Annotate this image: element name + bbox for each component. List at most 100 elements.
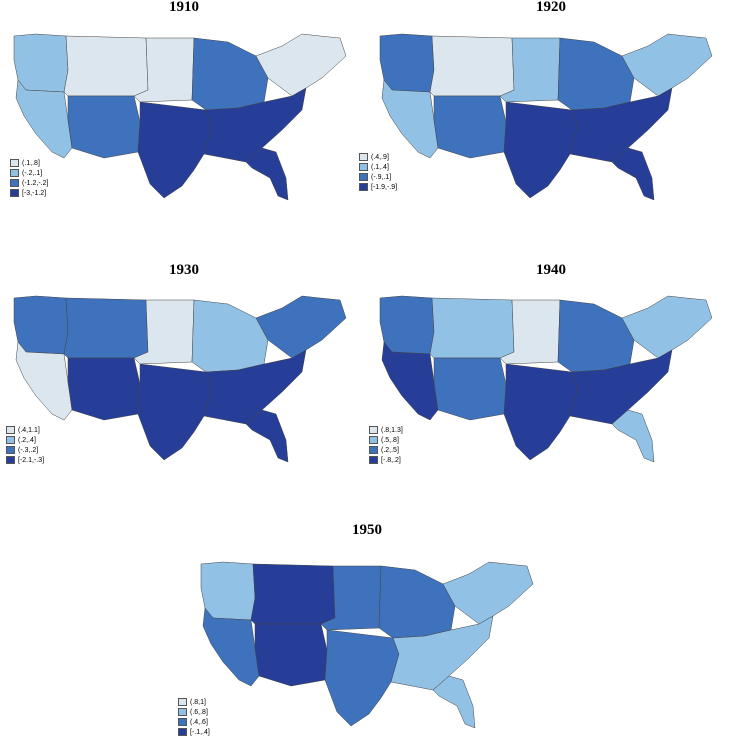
legend-swatch xyxy=(10,169,19,177)
legend-label: [-3,-1.2] xyxy=(22,189,47,197)
region-midwest xyxy=(191,37,269,111)
map-title: 1930 xyxy=(169,262,199,278)
legend-label: (.6,.8] xyxy=(190,708,208,716)
region-florida xyxy=(611,409,655,463)
legend-label: (.1,.8] xyxy=(22,159,40,167)
map-panel-1940: 1940 (.8,1.3] (.5,.8] (.2,.5] [-.8,.2] xyxy=(366,262,732,472)
region-mountain xyxy=(250,563,336,625)
map-legend: (.8,1.3] (.5,.8] (.2,.5] [-.8,.2] xyxy=(369,425,403,465)
region-southwest xyxy=(67,95,141,159)
region-northwest xyxy=(379,33,435,93)
legend-label: (.4,1.1] xyxy=(18,426,40,434)
region-west xyxy=(202,607,260,687)
region-northeast xyxy=(621,33,713,97)
legend-item: (.5,.8] xyxy=(369,435,403,445)
region-west xyxy=(381,341,439,421)
region-southwest xyxy=(67,357,141,421)
legend-label: (.2,.4] xyxy=(18,436,36,444)
legend-item: (-.3,.2] xyxy=(6,445,44,455)
legend-item: (-1.2,-.2] xyxy=(10,178,48,188)
legend-label: [-.8,.2] xyxy=(381,456,401,464)
legend-swatch xyxy=(178,708,187,716)
legend-swatch xyxy=(10,179,19,187)
legend-swatch xyxy=(369,456,378,464)
us-map xyxy=(379,33,713,201)
legend-label: [-2.1,-.3] xyxy=(18,456,45,464)
region-northeast xyxy=(621,295,713,359)
region-southwest xyxy=(433,95,507,159)
legend-swatch xyxy=(369,436,378,444)
legend-label: (-.3,.2] xyxy=(18,446,39,454)
legend-item: [-2.1,-.3] xyxy=(6,455,44,465)
legend-item: (.4,.6] xyxy=(178,717,210,727)
legend-swatch xyxy=(359,173,368,181)
legend-item: [-.8,.2] xyxy=(369,455,403,465)
region-florida xyxy=(432,675,476,729)
legend-swatch xyxy=(359,153,368,161)
region-northwest xyxy=(200,561,256,621)
region-mountain xyxy=(63,35,149,97)
map-title: 1950 xyxy=(352,522,382,538)
legend-item: [-3,-1.2] xyxy=(10,188,48,198)
legend-swatch xyxy=(6,436,15,444)
us-map xyxy=(379,295,713,463)
legend-label: (.8,1.3] xyxy=(381,426,403,434)
region-northeast xyxy=(255,295,347,359)
map-title: 1910 xyxy=(169,0,199,15)
legend-label: (-1.2,-.2] xyxy=(22,179,49,187)
region-south xyxy=(137,101,213,199)
region-west xyxy=(15,79,73,159)
legend-label: (.5,.8] xyxy=(381,436,399,444)
region-florida xyxy=(611,147,655,201)
legend-swatch xyxy=(359,183,368,191)
legend-label: (.2,.5] xyxy=(381,446,399,454)
legend-swatch xyxy=(10,189,19,197)
us-map xyxy=(13,33,347,201)
legend-label: (.1,.4] xyxy=(371,163,389,171)
legend-item: (-.2,.1] xyxy=(10,168,48,178)
legend-item: (.1,.4] xyxy=(359,162,397,172)
legend-label: (.4,.9] xyxy=(371,153,389,161)
region-midwest xyxy=(378,565,456,639)
legend-label: (.8,1] xyxy=(190,698,206,706)
legend-item: (.2,.4] xyxy=(6,435,44,445)
map-panel-1950: 1950 (.8,1] (.6,.8] (.4,.6] [-.1,.4] xyxy=(178,522,549,743)
region-southeast xyxy=(203,349,307,425)
legend-item: (.8,1] xyxy=(178,697,210,707)
region-southeast xyxy=(569,349,673,425)
region-northwest xyxy=(379,295,435,355)
region-northeast xyxy=(442,561,534,625)
region-midwest xyxy=(191,299,269,373)
legend-item: [-1.9,-.9] xyxy=(359,182,397,192)
region-southeast xyxy=(569,87,673,163)
region-florida xyxy=(245,409,289,463)
region-southeast xyxy=(203,87,307,163)
region-mountain xyxy=(429,35,515,97)
region-southwest xyxy=(254,623,328,687)
legend-swatch xyxy=(178,728,187,736)
legend-label: [-.1,.4] xyxy=(190,728,210,736)
legend-item: (.2,.5] xyxy=(369,445,403,455)
map-panel-1930: 1930 (.4,1.1] (.2,.4] (-.3,.2] [-2.1,-.3] xyxy=(0,262,366,472)
region-midwest xyxy=(557,37,635,111)
legend-item: (.1,.8] xyxy=(10,158,48,168)
region-northwest xyxy=(13,33,69,93)
region-south xyxy=(324,629,400,727)
map-legend: (.4,1.1] (.2,.4] (-.3,.2] [-2.1,-.3] xyxy=(6,425,44,465)
legend-label: (-.9,.1] xyxy=(371,173,392,181)
legend-label: [-1.9,-.9] xyxy=(371,183,398,191)
legend-swatch xyxy=(359,163,368,171)
legend-item: (.6,.8] xyxy=(178,707,210,717)
legend-label: (.4,.6] xyxy=(190,718,208,726)
region-florida xyxy=(245,147,289,201)
legend-item: [-.1,.4] xyxy=(178,727,210,737)
legend-swatch xyxy=(6,446,15,454)
legend-swatch xyxy=(178,698,187,706)
us-map xyxy=(200,561,534,729)
legend-swatch xyxy=(369,426,378,434)
region-northwest xyxy=(13,295,69,355)
map-legend: (.1,.8] (-.2,.1] (-1.2,-.2] [-3,-1.2] xyxy=(10,158,48,198)
legend-item: (.4,.9] xyxy=(359,152,397,162)
legend-item: (.8,1.3] xyxy=(369,425,403,435)
map-panel-1920: 1920 (.4,.9] (.1,.4] (-.9,.1] [-1.9,-.9] xyxy=(359,0,732,210)
